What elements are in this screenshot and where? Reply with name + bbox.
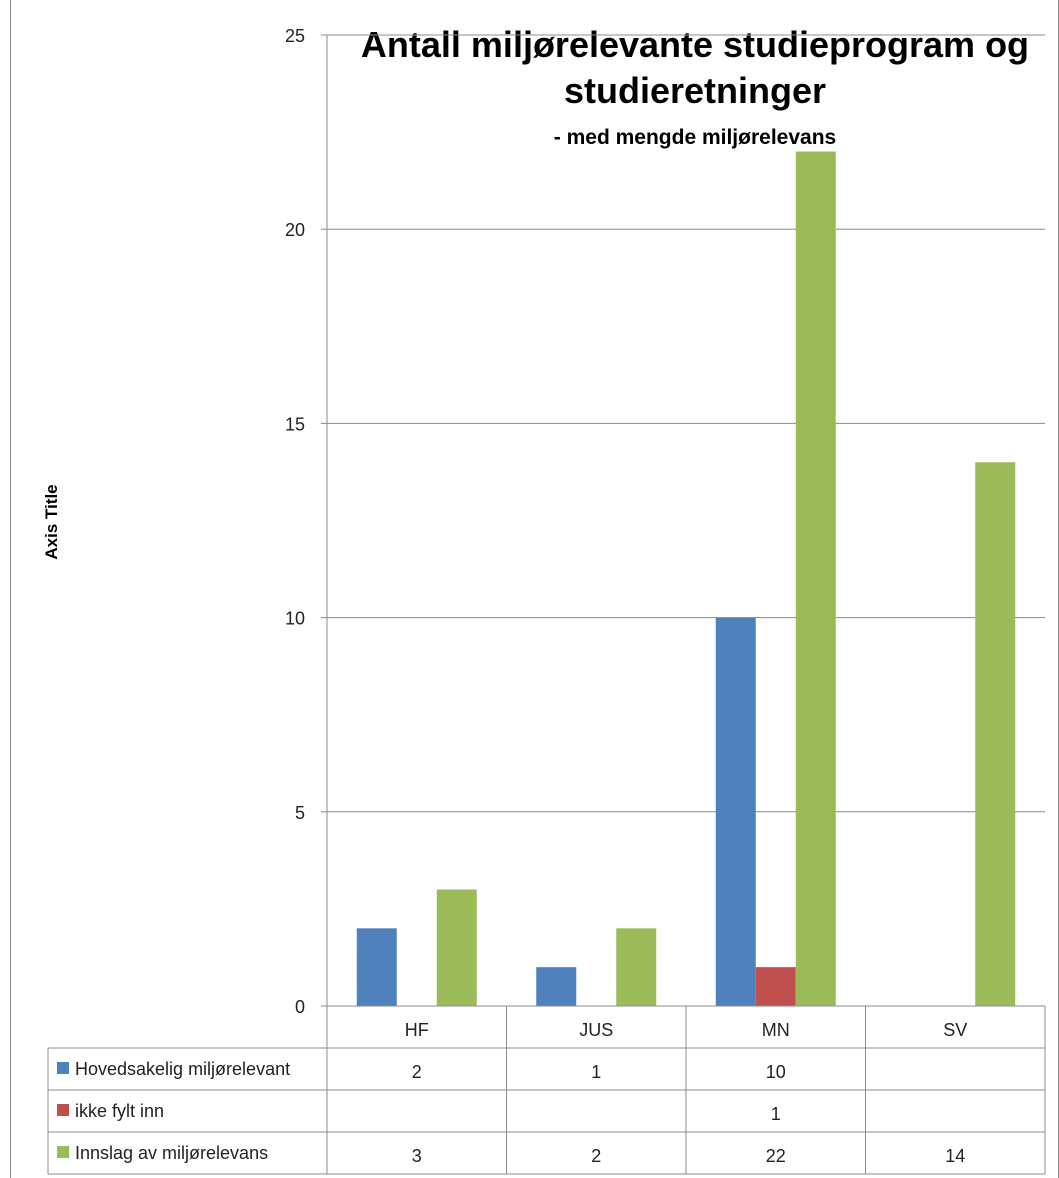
data-label: 14 bbox=[945, 1146, 965, 1166]
legend-label-2: Innslag av miljørelevans bbox=[75, 1143, 268, 1163]
x-category-label: JUS bbox=[579, 1020, 613, 1040]
chart-title: Antall miljørelevante studieprogram og s… bbox=[340, 22, 1050, 114]
y-tick-label: 5 bbox=[295, 803, 305, 823]
data-label: 10 bbox=[766, 1062, 786, 1082]
y-tick-label: 0 bbox=[295, 997, 305, 1017]
data-label: 22 bbox=[766, 1146, 786, 1166]
legend-swatch-2 bbox=[57, 1146, 69, 1158]
data-label: 1 bbox=[591, 1062, 601, 1082]
legend-swatch-1 bbox=[57, 1104, 69, 1116]
legend-label-0: Hovedsakelig miljørelevant bbox=[75, 1059, 290, 1079]
bar-jus-series-0 bbox=[536, 967, 577, 1006]
data-label: 1 bbox=[771, 1104, 781, 1124]
x-category-label: HF bbox=[405, 1020, 429, 1040]
data-label: 2 bbox=[412, 1062, 422, 1082]
bar-hf-series-0 bbox=[356, 928, 397, 1006]
bar-sv-series-2 bbox=[975, 462, 1016, 1006]
legend-label-1: ikke fylt inn bbox=[75, 1101, 164, 1121]
data-label: 3 bbox=[412, 1146, 422, 1166]
chart-subtitle: - med mengde miljørelevans bbox=[553, 126, 837, 149]
y-tick-label: 25 bbox=[285, 26, 305, 46]
chart-title-line-2: studieretninger bbox=[563, 70, 827, 111]
bar-mn-series-2 bbox=[795, 151, 836, 1006]
bar-mn-series-1 bbox=[755, 967, 796, 1006]
y-tick-label: 10 bbox=[285, 609, 305, 629]
y-tick-label: 20 bbox=[285, 220, 305, 240]
y-tick-label: 15 bbox=[285, 414, 305, 434]
data-label: 2 bbox=[591, 1146, 601, 1166]
x-category-label: SV bbox=[943, 1020, 967, 1040]
legend-swatch-0 bbox=[57, 1062, 69, 1074]
bar-mn-series-0 bbox=[715, 617, 756, 1006]
bar-jus-series-2 bbox=[616, 928, 657, 1006]
x-category-label: MN bbox=[762, 1020, 790, 1040]
bar-hf-series-2 bbox=[436, 889, 477, 1006]
chart-title-line-1: Antall miljørelevante studieprogram og bbox=[360, 24, 1030, 65]
